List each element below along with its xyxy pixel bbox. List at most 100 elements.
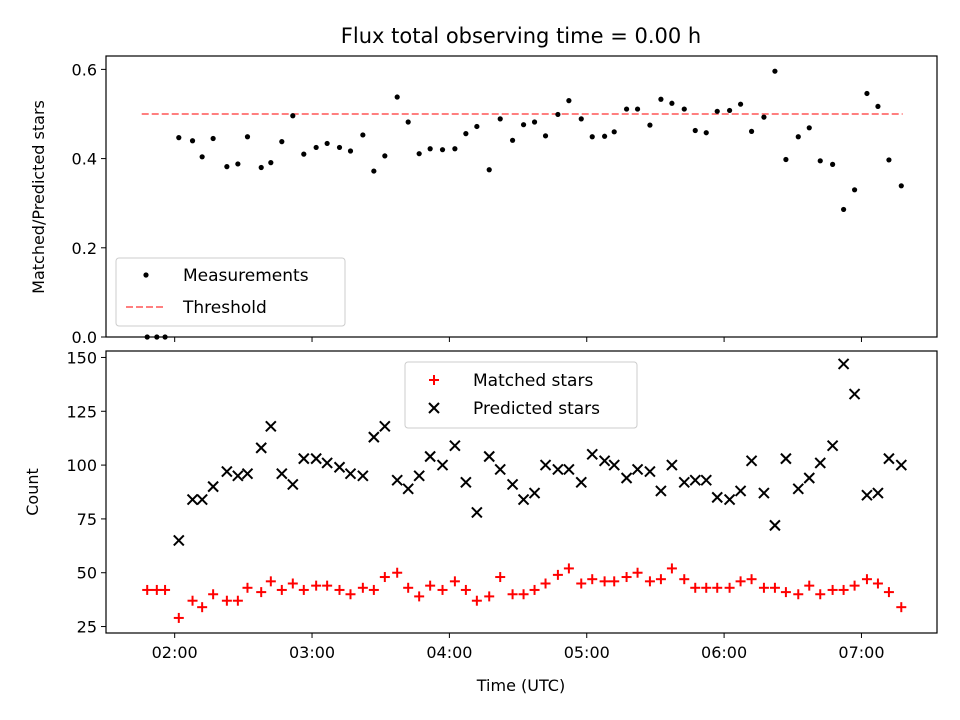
measurement-point xyxy=(761,114,767,120)
predicted-star-point xyxy=(517,493,530,506)
predicted-star-point xyxy=(333,461,346,473)
measurement-point xyxy=(176,135,182,141)
measurement-point xyxy=(851,187,858,193)
predicted-star-point xyxy=(424,450,436,463)
measurement-point xyxy=(347,148,354,154)
bottom-y-tick-label: 75 xyxy=(77,510,97,529)
predicted-star-point xyxy=(848,388,861,400)
predicted-star-point xyxy=(528,487,541,499)
measurement-point xyxy=(555,111,561,118)
matched-star-point xyxy=(861,574,872,585)
measurement-point xyxy=(189,138,196,144)
measurement-point xyxy=(336,144,343,151)
measurement-point xyxy=(714,108,720,114)
predicted-star-point xyxy=(734,485,747,497)
matched-star-point xyxy=(437,584,448,595)
predicted-star-point xyxy=(298,452,310,465)
legend-measurements-label: Measurements xyxy=(183,266,309,286)
top-series-layer xyxy=(141,68,904,340)
predicted-star-point xyxy=(255,442,267,454)
bottom-x-axis: 02:00 03:00 04:00 05:00 06:00 07:00 xyxy=(152,633,885,662)
measurement-point xyxy=(258,164,264,171)
measurement-point xyxy=(210,135,216,142)
matched-star-point xyxy=(621,572,632,583)
matched-star-point xyxy=(804,580,815,591)
measurement-point xyxy=(452,146,458,152)
measurement-point xyxy=(279,139,285,145)
predicted-star-point xyxy=(344,467,357,480)
measurement-point xyxy=(371,168,377,174)
matched-star-point xyxy=(655,574,666,585)
measurement-point xyxy=(602,133,608,139)
matched-star-point xyxy=(599,576,610,587)
measurement-point xyxy=(589,134,595,140)
measurement-point xyxy=(313,144,319,151)
predicted-star-point xyxy=(895,459,907,471)
predicted-star-point xyxy=(460,476,472,489)
matched-star-point xyxy=(883,587,894,598)
predicted-star-point xyxy=(207,480,219,493)
chart-title: Flux total observing time = 0.00 h xyxy=(341,24,701,48)
count-panel: Count Time (UTC) 25 50 75 100 125 150 02:00 03… xyxy=(23,348,938,695)
predicted-star-point xyxy=(655,485,667,497)
legend-predicted-marker xyxy=(428,402,440,414)
matched-star-point xyxy=(460,584,471,595)
matched-star-point xyxy=(265,576,276,587)
measurement-point xyxy=(806,125,812,131)
measurement-point xyxy=(542,133,549,139)
bottom-x-tick-label: 02:00 xyxy=(152,643,198,662)
predicted-star-point xyxy=(644,465,656,478)
measurement-point xyxy=(235,161,241,167)
matched-star-point xyxy=(197,602,208,613)
matched-star-point xyxy=(724,582,735,593)
bottom-y-axis: 25 50 75 100 125 150 xyxy=(66,348,106,637)
measurement-point xyxy=(864,90,870,97)
measurement-point xyxy=(898,183,904,189)
measurement-point xyxy=(748,128,755,134)
top-y-tick-label: 0.6 xyxy=(72,60,97,79)
predicted-star-point xyxy=(321,457,333,469)
matched-star-point xyxy=(896,602,907,613)
measurement-point xyxy=(405,119,411,125)
predicted-star-point xyxy=(792,483,804,495)
measurement-point xyxy=(360,132,366,138)
measurement-point xyxy=(623,106,630,112)
predicted-star-point xyxy=(276,467,288,480)
predicted-star-point xyxy=(861,489,873,501)
measurement-point xyxy=(566,98,572,104)
matched-star-point xyxy=(256,587,267,598)
predicted-star-point xyxy=(711,491,723,504)
predicted-star-point xyxy=(539,459,552,471)
matched-star-point xyxy=(529,584,540,595)
predicted-star-point xyxy=(232,470,244,482)
matched-star-point xyxy=(666,563,677,574)
measurement-point xyxy=(783,156,789,163)
predicted-star-point xyxy=(803,472,815,484)
matched-star-point xyxy=(322,580,333,591)
top-y-tick-label: 0.0 xyxy=(72,328,97,347)
bottom-plot-frame xyxy=(105,350,938,634)
matched-star-point xyxy=(701,582,712,593)
matched-star-point xyxy=(208,589,219,600)
measurement-point xyxy=(875,103,881,110)
measurement-point xyxy=(290,113,296,119)
matched-star-point xyxy=(872,578,883,589)
bottom-y-tick-label: 50 xyxy=(77,564,97,583)
measurement-point xyxy=(634,106,641,112)
predicted-star-point xyxy=(287,478,299,491)
predicted-star-point xyxy=(689,474,701,486)
legend-matched-label: Matched stars xyxy=(473,371,593,391)
measurement-point xyxy=(611,129,617,135)
top-y-tick-label: 0.2 xyxy=(72,239,97,258)
bottom-x-tick-label: 04:00 xyxy=(426,643,472,662)
matched-star-point xyxy=(449,576,460,587)
matched-star-point xyxy=(769,582,780,593)
predicted-star-point xyxy=(402,483,414,495)
matched-star-point xyxy=(345,589,356,600)
measurement-point xyxy=(268,160,274,166)
measurement-point xyxy=(509,137,516,143)
matched-star-point xyxy=(425,580,436,591)
matched-star-point xyxy=(746,574,757,585)
predicted-star-point xyxy=(506,478,519,491)
legend-measurements-marker xyxy=(143,272,149,278)
